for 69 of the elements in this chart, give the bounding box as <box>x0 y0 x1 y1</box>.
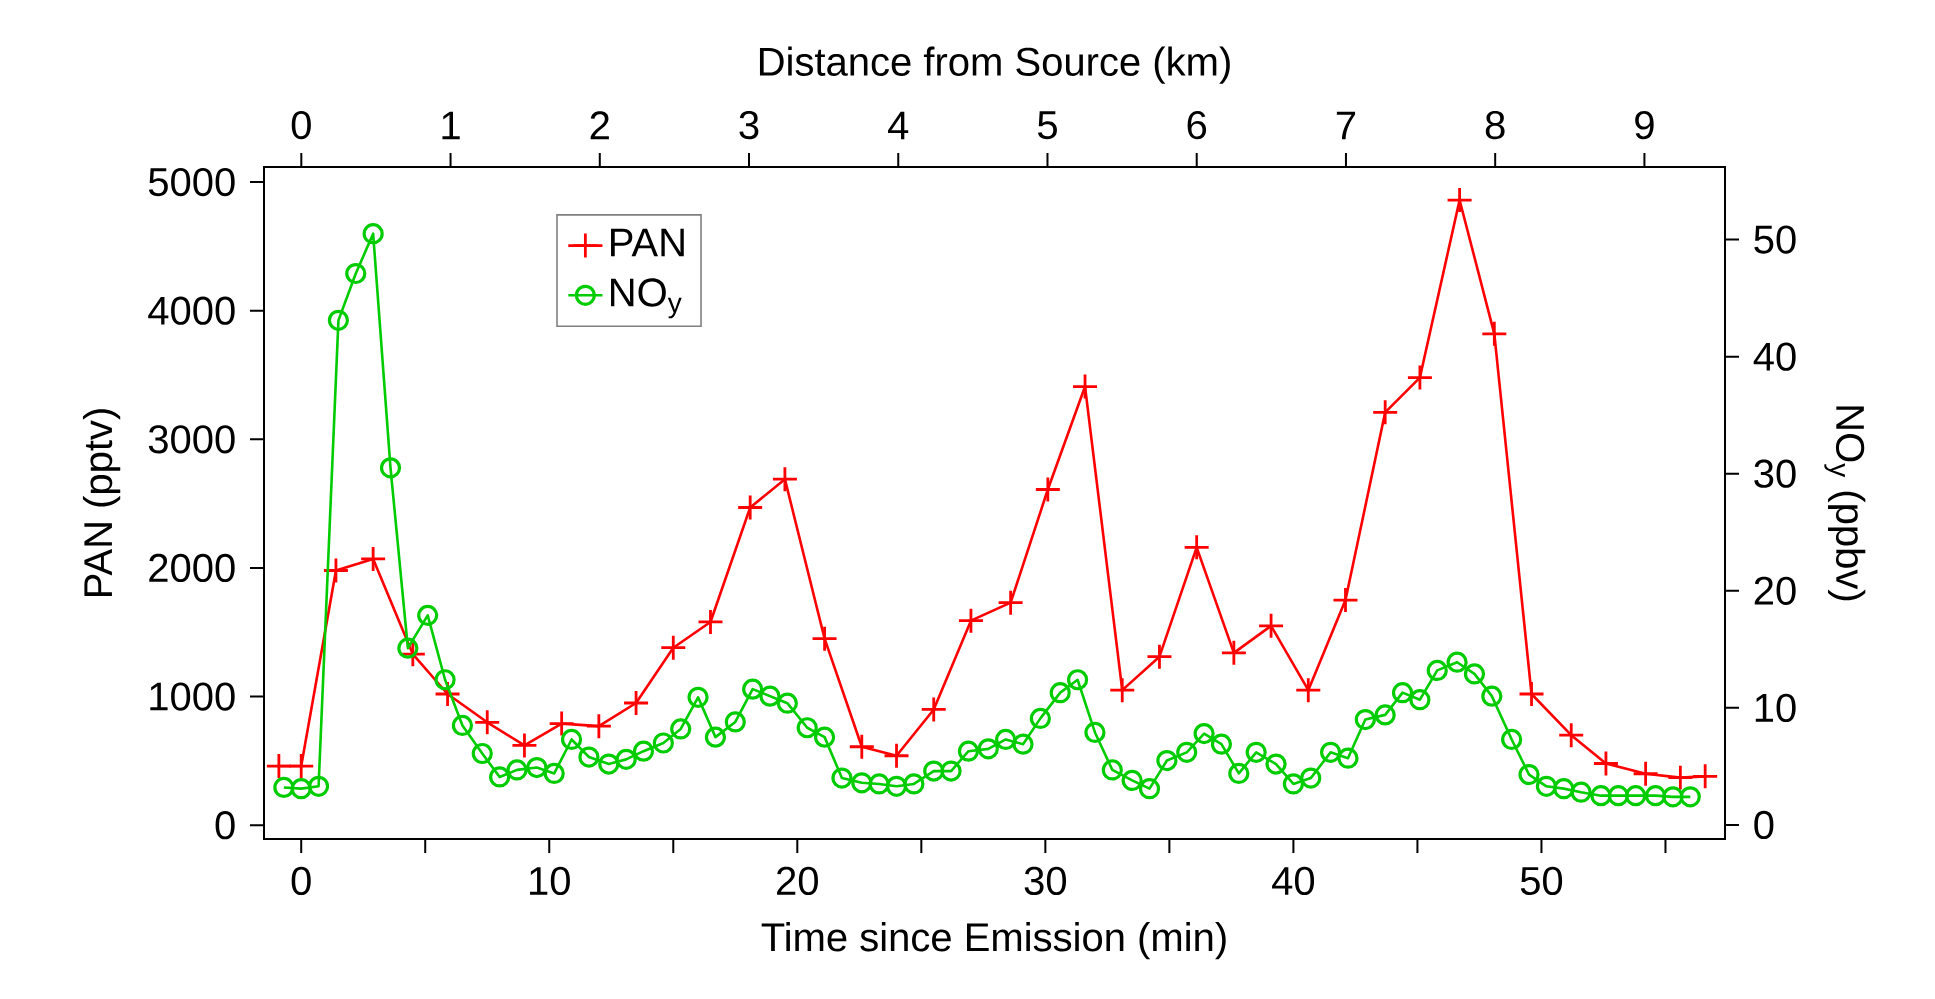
x-tick-label: 20 <box>777 866 818 896</box>
point <box>998 590 1023 615</box>
x2-axis-title: Distance from Source (km) <box>759 46 1230 84</box>
point <box>1333 588 1358 613</box>
x-tick-label: 50 <box>1520 866 1563 896</box>
x2-tick-label: 6 <box>1187 110 1207 140</box>
legend-label: NO$_{y}$ <box>611 278 682 319</box>
x2-tick-label: 1 <box>442 111 460 140</box>
point <box>1073 374 1098 399</box>
y-tick-label: 3000 <box>148 425 235 454</box>
point <box>661 635 686 660</box>
point <box>1693 764 1718 789</box>
x2-tick-label: 2 <box>590 111 609 140</box>
point <box>1035 477 1060 502</box>
point <box>1110 678 1135 703</box>
x2-tick-label: 3 <box>739 110 759 140</box>
point <box>1373 400 1398 425</box>
point <box>361 546 386 571</box>
point <box>1519 682 1544 707</box>
point <box>586 714 611 739</box>
legend-label: PAN <box>611 228 684 257</box>
x2-tick-label: 7 <box>1336 111 1356 140</box>
y2-tick-label: 40 <box>1753 342 1796 371</box>
point <box>812 626 837 651</box>
point <box>1447 188 1472 213</box>
y-tick-label: 4000 <box>148 296 235 325</box>
point <box>738 495 763 520</box>
point <box>512 733 537 758</box>
point <box>1296 678 1321 703</box>
y2-tick-label: 20 <box>1754 576 1796 605</box>
point <box>475 710 500 735</box>
x-tick-label: 30 <box>1024 866 1067 896</box>
x2-tick-label: 4 <box>888 111 909 140</box>
point <box>549 711 574 736</box>
point <box>772 467 797 492</box>
point <box>1147 644 1172 669</box>
point <box>921 697 946 722</box>
point <box>884 743 909 768</box>
y-tick-label: 1000 <box>150 682 235 711</box>
x-tick-label: 10 <box>530 866 570 896</box>
y-tick-label: 0 <box>215 811 235 840</box>
point <box>849 734 874 759</box>
point <box>289 754 314 779</box>
y2-tick-label: 0 <box>1754 810 1774 840</box>
x2-tick-label: 5 <box>1037 111 1057 140</box>
point <box>1259 613 1284 638</box>
point <box>698 609 723 634</box>
y-axis-title: PAN (pptv) <box>82 409 121 597</box>
y-tick-label: 5000 <box>148 167 235 197</box>
point <box>1221 640 1246 665</box>
x2-tick-label: 9 <box>1635 110 1654 140</box>
y2-tick-label: 30 <box>1754 459 1796 488</box>
point <box>1184 535 1209 560</box>
y-tick-label: 2000 <box>149 553 235 583</box>
y2-tick-label: 10 <box>1755 693 1796 723</box>
x2-tick-label: 0 <box>291 110 311 140</box>
point <box>1668 765 1693 790</box>
point <box>1593 751 1618 776</box>
x-tick-label: 40 <box>1272 866 1315 896</box>
point <box>1407 365 1432 390</box>
x-tick-label: 0 <box>291 866 311 896</box>
point <box>1559 723 1584 748</box>
point <box>958 608 983 633</box>
y2-tick-label: 50 <box>1754 225 1796 254</box>
x2-tick-label: 8 <box>1485 110 1505 140</box>
y2-axis-title: NO$_{y}$ (ppbv) <box>1824 406 1866 601</box>
point <box>1633 761 1658 786</box>
x-axis-title: Time since Emission (min) <box>761 922 1226 960</box>
point <box>1482 321 1507 346</box>
